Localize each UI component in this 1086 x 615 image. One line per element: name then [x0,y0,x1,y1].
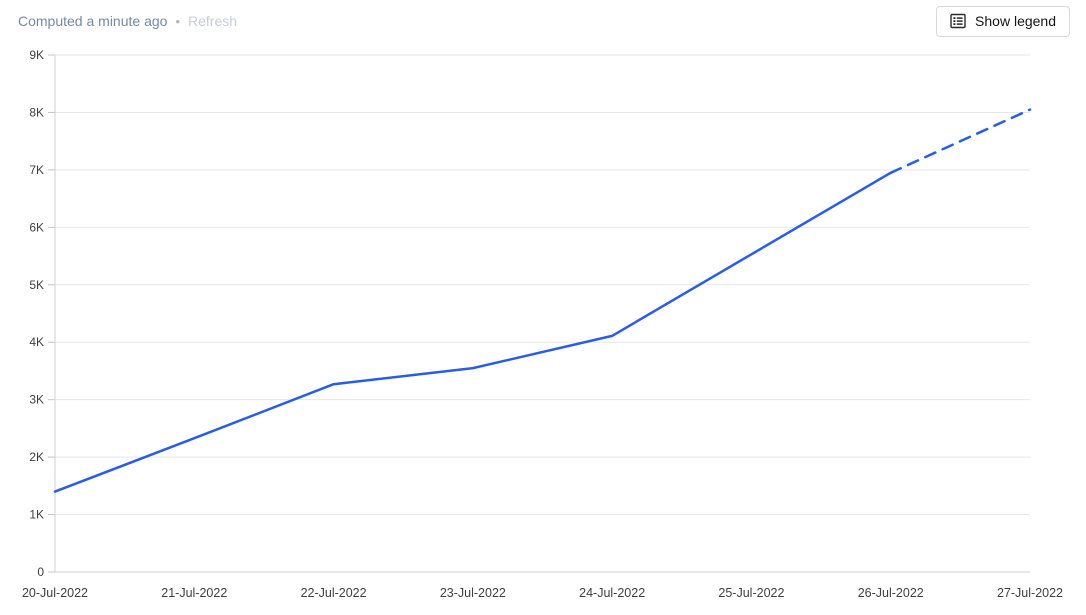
x-axis-label: 21-Jul-2022 [161,586,227,600]
computed-timestamp: Computed a minute ago [18,13,168,29]
x-axis-label: 26-Jul-2022 [858,586,924,600]
y-axis-label: 4K [29,335,44,349]
series-projected [889,108,1032,175]
y-axis-label: 0 [37,565,44,579]
y-axis-label: 2K [29,450,44,464]
x-axis-label: 25-Jul-2022 [718,586,784,600]
show-legend-label: Show legend [975,13,1056,29]
chart-header: Computed a minute ago • Refresh Show leg… [0,0,1086,42]
compute-meta: Computed a minute ago • Refresh [18,13,237,29]
x-axis-label: 27-Jul-2022 [997,586,1063,600]
y-axis-label: 8K [29,105,44,119]
x-axis-label: 23-Jul-2022 [440,586,506,600]
show-legend-button[interactable]: Show legend [936,5,1070,37]
y-axis-label: 6K [29,220,44,234]
y-axis-label: 9K [29,48,44,62]
bullet-separator: • [175,13,180,29]
y-axis-label: 7K [29,163,44,177]
legend-icon [950,13,966,29]
refresh-link[interactable]: Refresh [188,13,238,29]
x-axis-label: 22-Jul-2022 [301,586,367,600]
x-axis-label: 24-Jul-2022 [579,586,645,600]
x-axis-label: 20-Jul-2022 [22,586,88,600]
y-axis-label: 3K [29,393,44,407]
series-actual [53,171,892,493]
y-axis-label: 5K [29,278,44,292]
y-axis-label: 1K [29,508,44,522]
